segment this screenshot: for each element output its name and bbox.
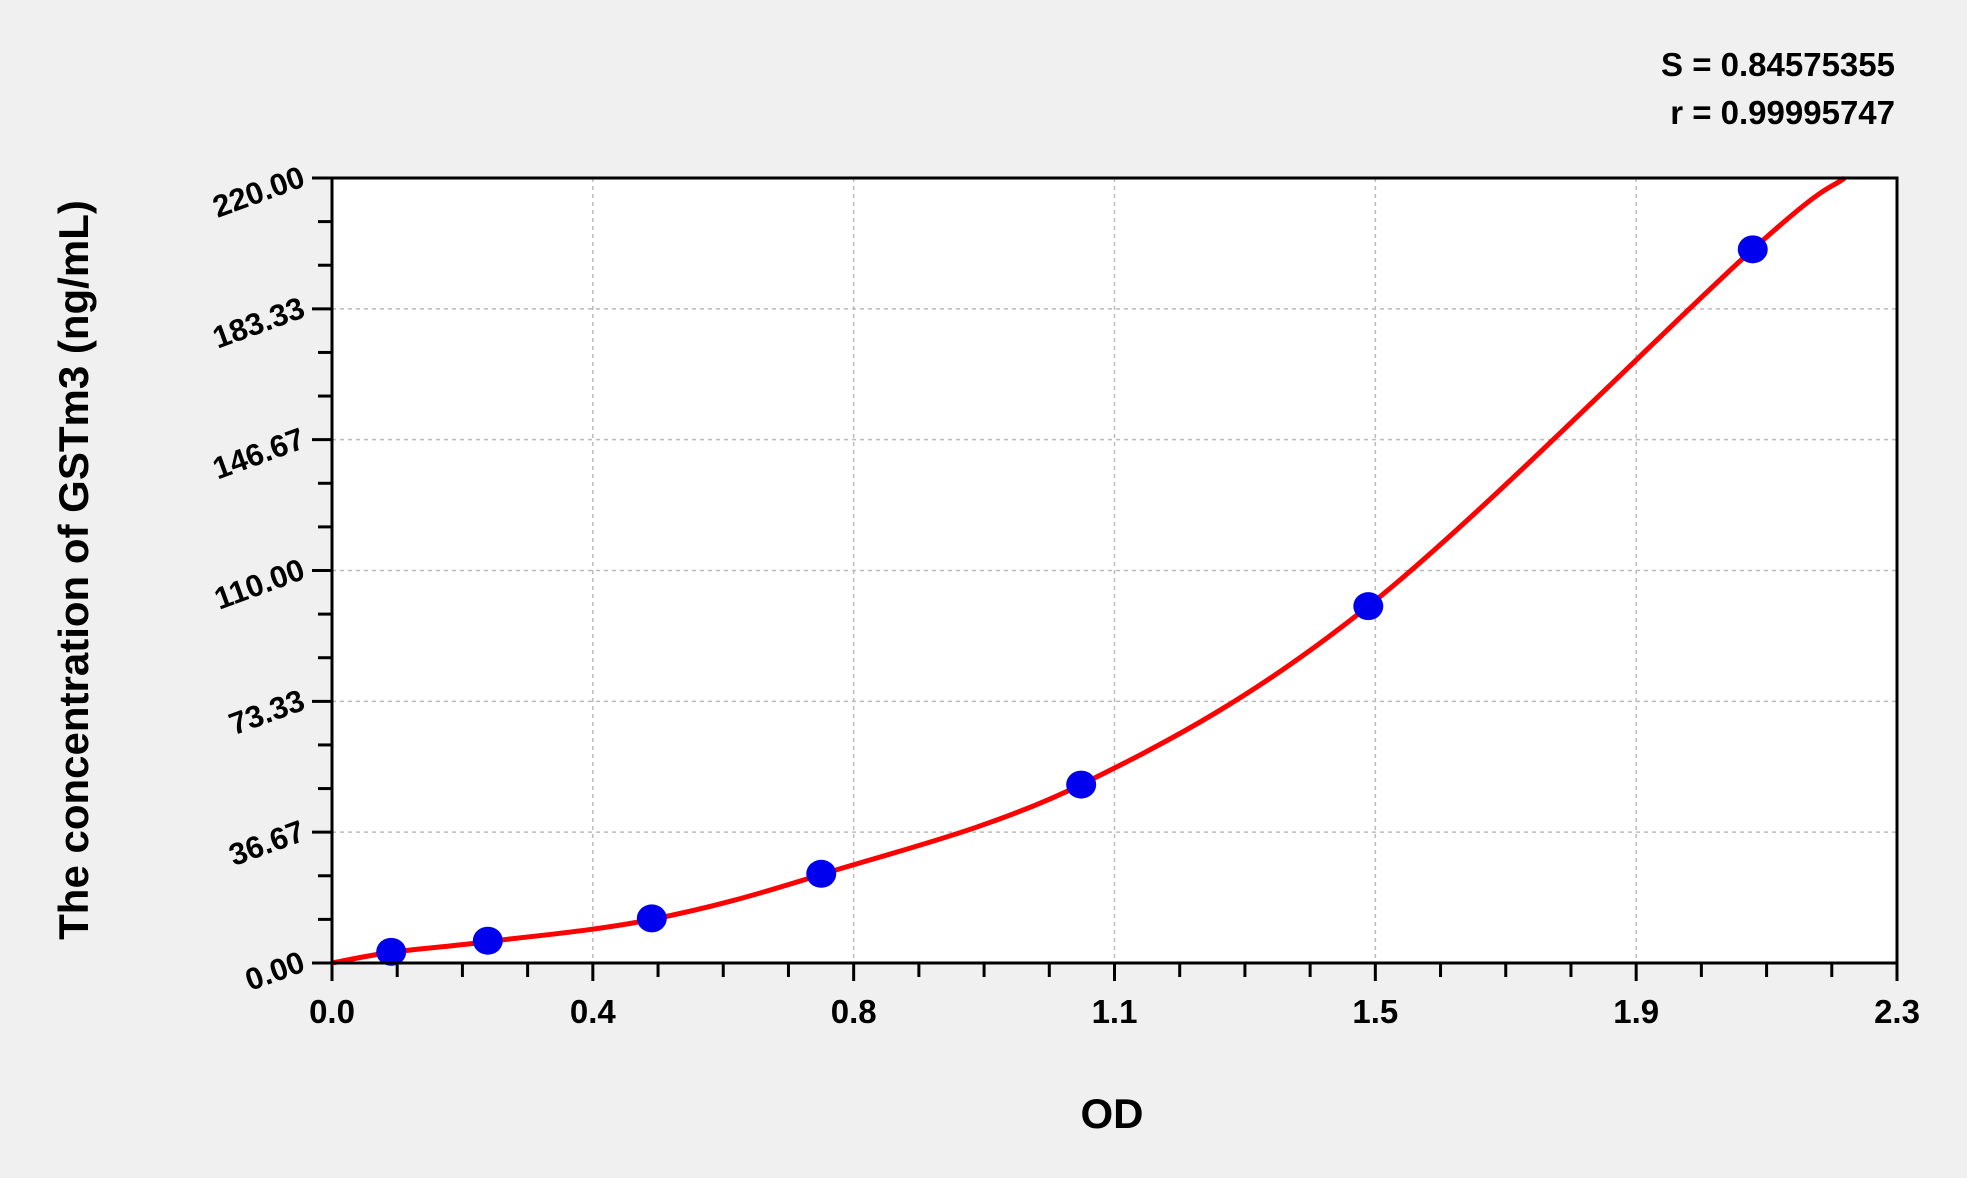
y-tick-label: 220.00 xyxy=(208,159,309,224)
data-point xyxy=(806,859,837,888)
data-point xyxy=(636,904,667,933)
y-tick-label: 183.33 xyxy=(208,290,309,355)
y-tick-label: 36.67 xyxy=(224,813,309,872)
data-point xyxy=(472,926,503,955)
x-tick-label: 2.3 xyxy=(1874,993,1920,1030)
stat-r: r = 0.99995747 xyxy=(1670,94,1895,131)
data-point xyxy=(1353,592,1384,621)
x-tick-label: 0.0 xyxy=(309,993,355,1030)
y-tick-label: 146.67 xyxy=(208,421,309,486)
y-tick-label: 110.00 xyxy=(210,552,309,617)
x-tick-label: 1.5 xyxy=(1352,993,1398,1030)
y-tick-label: 73.33 xyxy=(224,683,309,742)
plot-frame xyxy=(330,176,1899,965)
x-tick-label: 0.4 xyxy=(570,993,617,1030)
x-axis-label: OD xyxy=(1081,1090,1144,1137)
stat-s: S = 0.84575355 xyxy=(1661,46,1895,83)
x-tick-label: 0.8 xyxy=(831,993,877,1030)
data-point xyxy=(1066,770,1097,799)
y-axis-label: The concentration of GSTm3 (ng/mL) xyxy=(50,200,97,940)
grid xyxy=(332,178,1897,963)
x-tick-label: 1.1 xyxy=(1092,993,1138,1030)
data-point xyxy=(1737,235,1768,264)
data-point xyxy=(376,937,407,966)
y-tick-label: 0.00 xyxy=(240,944,309,998)
x-tick-label: 1.9 xyxy=(1613,993,1659,1030)
